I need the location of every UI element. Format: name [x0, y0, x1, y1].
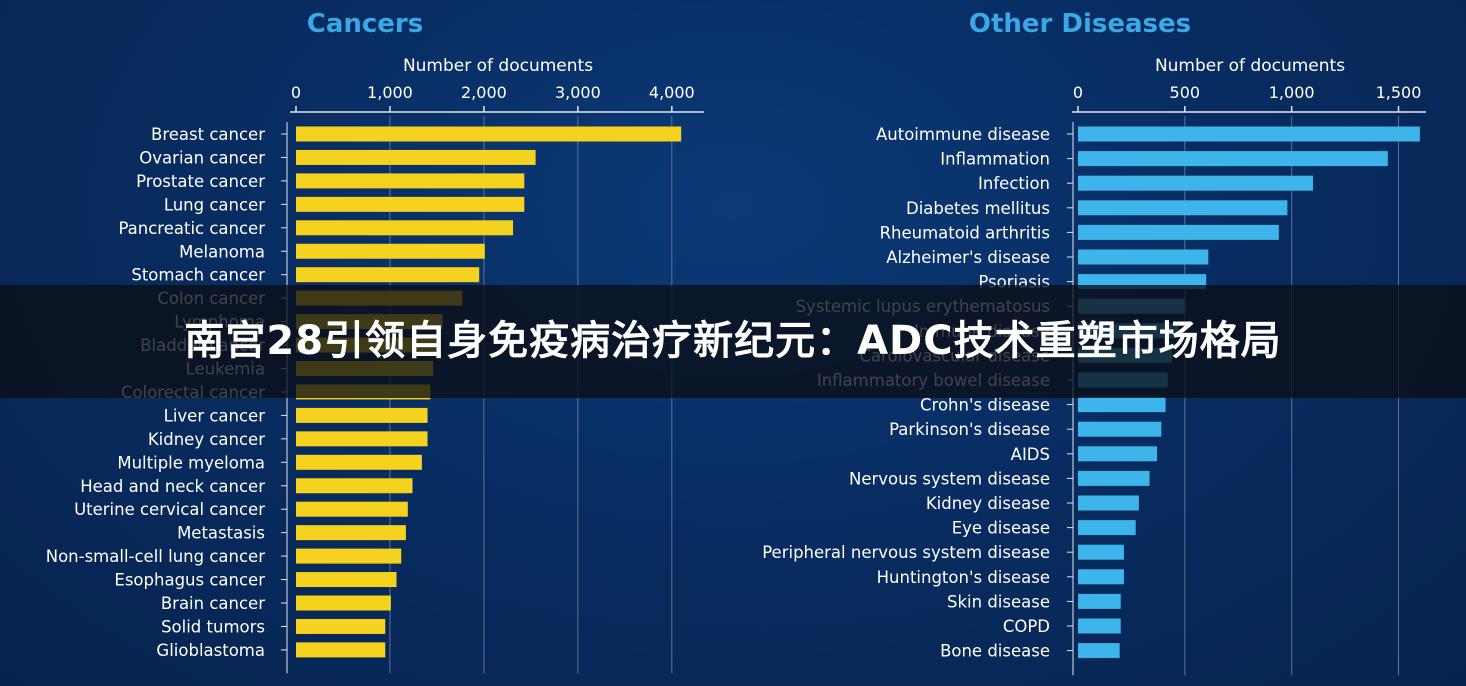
cancers-bar [296, 642, 386, 658]
other-diseases-category-label: Kidney disease [926, 494, 1050, 513]
other-diseases-bar [1078, 495, 1139, 511]
cancers-category-label: Head and neck cancer [80, 477, 265, 496]
other-diseases-bar [1078, 126, 1420, 142]
cancers-category-label: Lung cancer [164, 195, 265, 214]
other-diseases-category-label: Infection [978, 174, 1050, 193]
other-diseases-category-label: Alzheimer's disease [886, 248, 1050, 267]
cancers-category-label: Prostate cancer [136, 172, 265, 191]
cancers-category-label: Metastasis [177, 524, 265, 543]
other-diseases-category-label: Nervous system disease [849, 469, 1050, 488]
other-diseases-tick-label: 500 [1170, 83, 1201, 102]
other-diseases-category-label: Inflammation [940, 150, 1050, 169]
other-diseases-bar [1078, 151, 1388, 167]
other-diseases-bar [1078, 618, 1121, 634]
cancers-category-label: Brain cancer [161, 594, 265, 613]
other-diseases-category-label: Skin disease [947, 592, 1050, 611]
cancers-category-label: Ovarian cancer [139, 148, 265, 167]
overlay-banner [0, 285, 1466, 398]
cancers-bar [296, 267, 480, 283]
cancers-tick-label: 2,000 [461, 83, 507, 102]
other-diseases-category-label: Huntington's disease [877, 568, 1050, 587]
cancers-bar [296, 149, 536, 165]
cancers-category-label: Pancreatic cancer [118, 219, 265, 238]
cancers-bar [296, 243, 485, 259]
cancers-tick-label: 4,000 [649, 83, 695, 102]
cancers-bar [296, 196, 525, 212]
other-diseases-category-label: Diabetes mellitus [906, 199, 1050, 218]
other-diseases-category-label: Bone disease [940, 642, 1050, 661]
other-diseases-category-label: Peripheral nervous system disease [762, 543, 1050, 562]
cancers-tick-label: 3,000 [555, 83, 601, 102]
other-diseases-bar [1078, 249, 1209, 265]
other-diseases-tick-label: 0 [1073, 83, 1083, 102]
other-diseases-bar [1078, 643, 1120, 659]
cancers-bar [296, 407, 428, 423]
cancers-category-label: Multiple myeloma [117, 453, 265, 472]
other-diseases-bar [1078, 593, 1121, 609]
other-diseases-bar [1078, 175, 1314, 191]
cancers-tick-label: 0 [291, 83, 301, 102]
cancers-category-label: Glioblastoma [156, 641, 265, 660]
cancers-x-axis-label: Number of documents [403, 56, 593, 76]
cancers-category-label: Liver cancer [164, 406, 266, 425]
other-diseases-category-label: COPD [1003, 617, 1050, 636]
other-diseases-category-label: Rheumatoid arthritis [880, 223, 1050, 242]
other-diseases-category-label: AIDS [1011, 445, 1050, 464]
cancers-tick-label: 1,000 [367, 83, 413, 102]
cancers-bar [296, 454, 422, 470]
cancers-bar [296, 595, 391, 611]
cancers-category-label: Non-small-cell lung cancer [46, 547, 265, 566]
cancers-bar [296, 618, 386, 634]
other-diseases-title: Other Diseases [969, 9, 1191, 39]
other-diseases-tick-label: 1,000 [1269, 83, 1315, 102]
cancers-category-label: Uterine cervical cancer [74, 500, 265, 519]
cancers-title: Cancers [307, 9, 423, 39]
cancers-category-label: Esophagus cancer [114, 571, 265, 590]
other-diseases-category-label: Crohn's disease [920, 396, 1050, 415]
cancers-bar [296, 478, 413, 494]
other-diseases-category-label: Autoimmune disease [876, 125, 1050, 144]
other-diseases-category-label: Eye disease [952, 519, 1050, 538]
cancers-category-label: Kidney cancer [148, 430, 265, 449]
other-diseases-bar [1078, 520, 1136, 536]
other-diseases-bar [1078, 569, 1124, 585]
other-diseases-x-axis-label: Number of documents [1155, 56, 1345, 76]
other-diseases-bar [1078, 200, 1288, 216]
cancers-bar [296, 572, 397, 588]
other-diseases-category-label: Parkinson's disease [889, 420, 1050, 439]
cancers-bar [296, 173, 525, 189]
cancers-bar [296, 431, 428, 447]
other-diseases-bar [1078, 421, 1162, 437]
cancers-bar [296, 525, 406, 541]
cancers-bar [296, 220, 514, 236]
other-diseases-bar [1078, 446, 1158, 462]
cancers-category-label: Solid tumors [161, 617, 265, 636]
other-diseases-bar [1078, 470, 1150, 486]
cancers-category-label: Stomach cancer [131, 266, 265, 285]
banner-title: 南宫28引领自身免疫病治疗新纪元：ADC技术重塑市场格局 [184, 318, 1282, 364]
other-diseases-bar [1078, 397, 1166, 413]
cancers-bar [296, 126, 682, 142]
other-diseases-bar [1078, 224, 1279, 240]
cancers-category-label: Melanoma [179, 242, 265, 261]
cancers-category-label: Breast cancer [151, 125, 265, 144]
other-diseases-bar [1078, 544, 1124, 560]
other-diseases-tick-label: 1,500 [1376, 83, 1422, 102]
cancers-bar [296, 501, 408, 517]
cancers-bar [296, 548, 402, 564]
